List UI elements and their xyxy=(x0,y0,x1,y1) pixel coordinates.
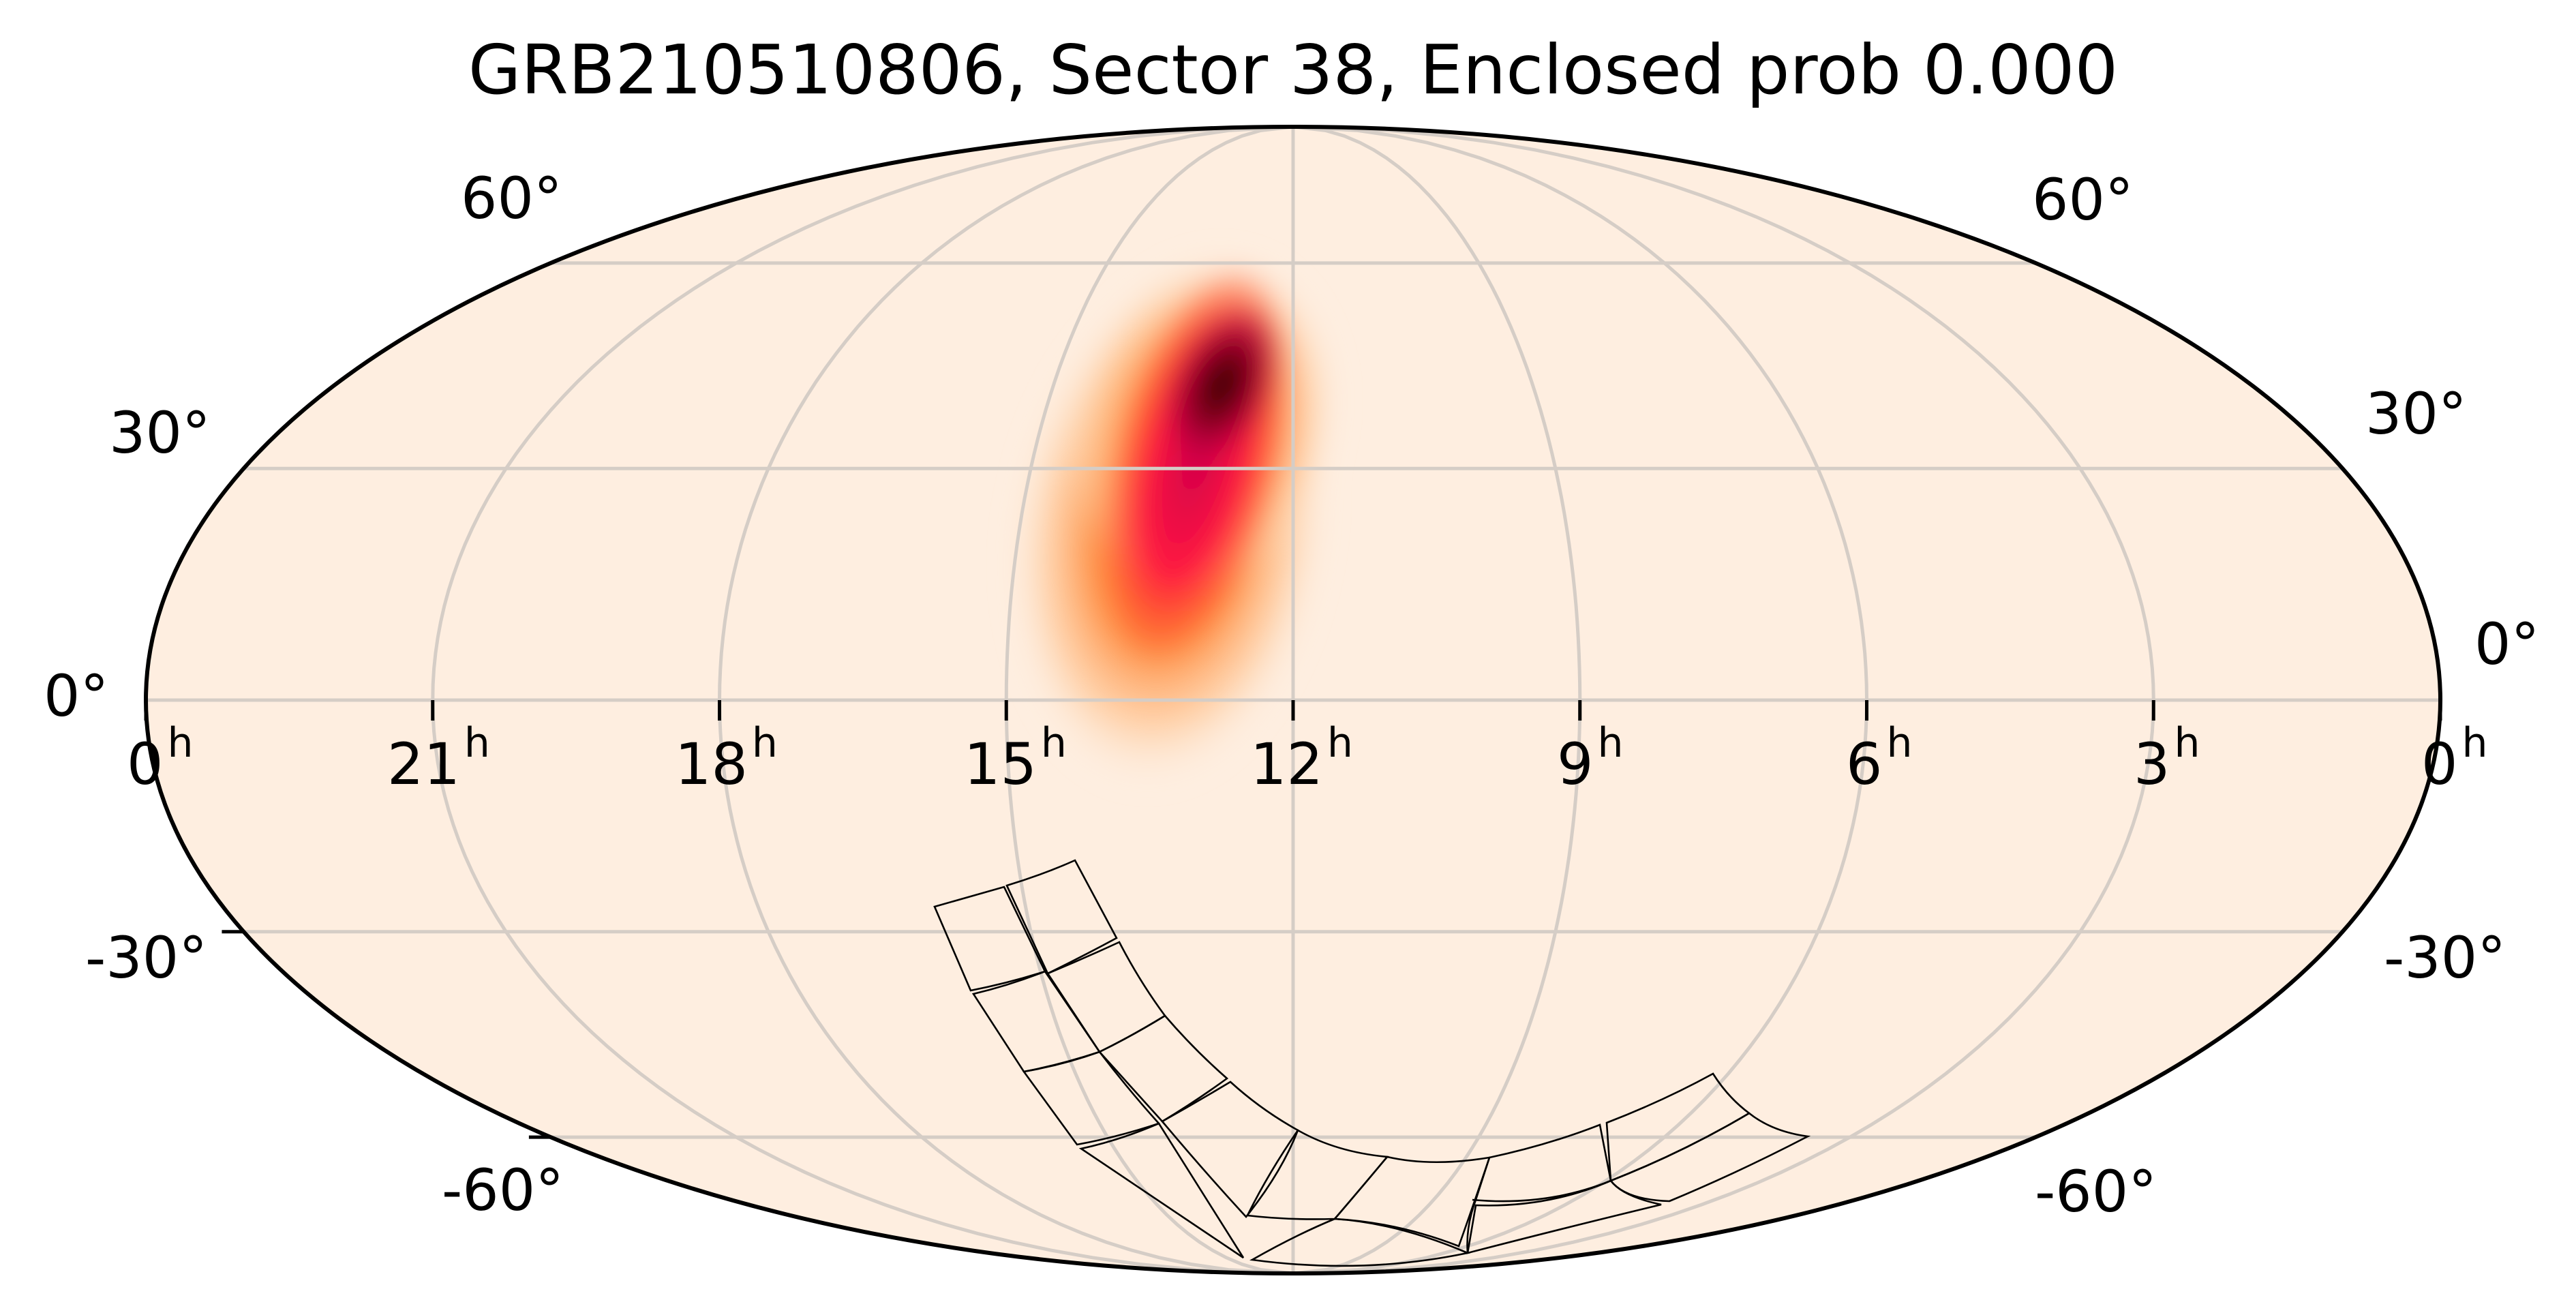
dec-tick-label: -60° xyxy=(442,1157,564,1224)
dec-tick-label: 60° xyxy=(461,165,562,232)
ccd-outline xyxy=(1466,1123,1612,1254)
title: GRB210510806, Sector 38, Enclosed prob 0… xyxy=(468,30,2118,110)
chart-title: GRB210510806, Sector 38, Enclosed prob 0… xyxy=(468,30,2118,110)
dec-tick-labels-right: 60° 30° 0° -30° -60° xyxy=(2032,166,2539,1225)
probability-core xyxy=(1160,301,1284,469)
ccd-outline xyxy=(1160,1080,1299,1218)
ccd-outline xyxy=(1097,1014,1229,1123)
ccd-outline xyxy=(1246,1129,1389,1220)
map-area xyxy=(144,125,2442,1275)
dec-tick-label: 30° xyxy=(2365,380,2467,447)
dec-tick-label: -30° xyxy=(2384,924,2506,991)
dec-tick-label: 0° xyxy=(44,663,108,729)
ra-tick-label: 12 h xyxy=(1250,719,1353,798)
ccd-outline xyxy=(1005,859,1118,975)
dec-tick-labels-left: 60° 30° 0° -30° -60° xyxy=(44,165,564,1224)
dec-tick-label: 60° xyxy=(2032,166,2134,233)
tess-footprint xyxy=(933,859,1811,1267)
ccd-outline xyxy=(1078,1122,1245,1259)
ra-tick-label: 21 h xyxy=(387,719,490,798)
probability-heatmap xyxy=(1006,247,1343,789)
dec-tick-label: 0° xyxy=(2474,611,2539,678)
ccd-outline xyxy=(1609,1112,1811,1203)
dec-tick-label: -30° xyxy=(85,924,207,991)
ccd-outline xyxy=(1022,1051,1161,1146)
ra-tick-label: 15 h xyxy=(964,719,1067,798)
axis-ticks xyxy=(144,700,2442,1139)
ra-tick-labels: 0 h 21 h 18 h 15 h 12 h 9 h 6 h 3 h 0 h xyxy=(127,719,2487,798)
ccd-outline xyxy=(1466,1179,1662,1254)
ra-tick-label: 18 h xyxy=(675,719,778,798)
dec-tick-label: 30° xyxy=(109,399,211,466)
dec-tick-label: -60° xyxy=(2035,1158,2157,1225)
ccd-outline xyxy=(1249,1218,1471,1267)
